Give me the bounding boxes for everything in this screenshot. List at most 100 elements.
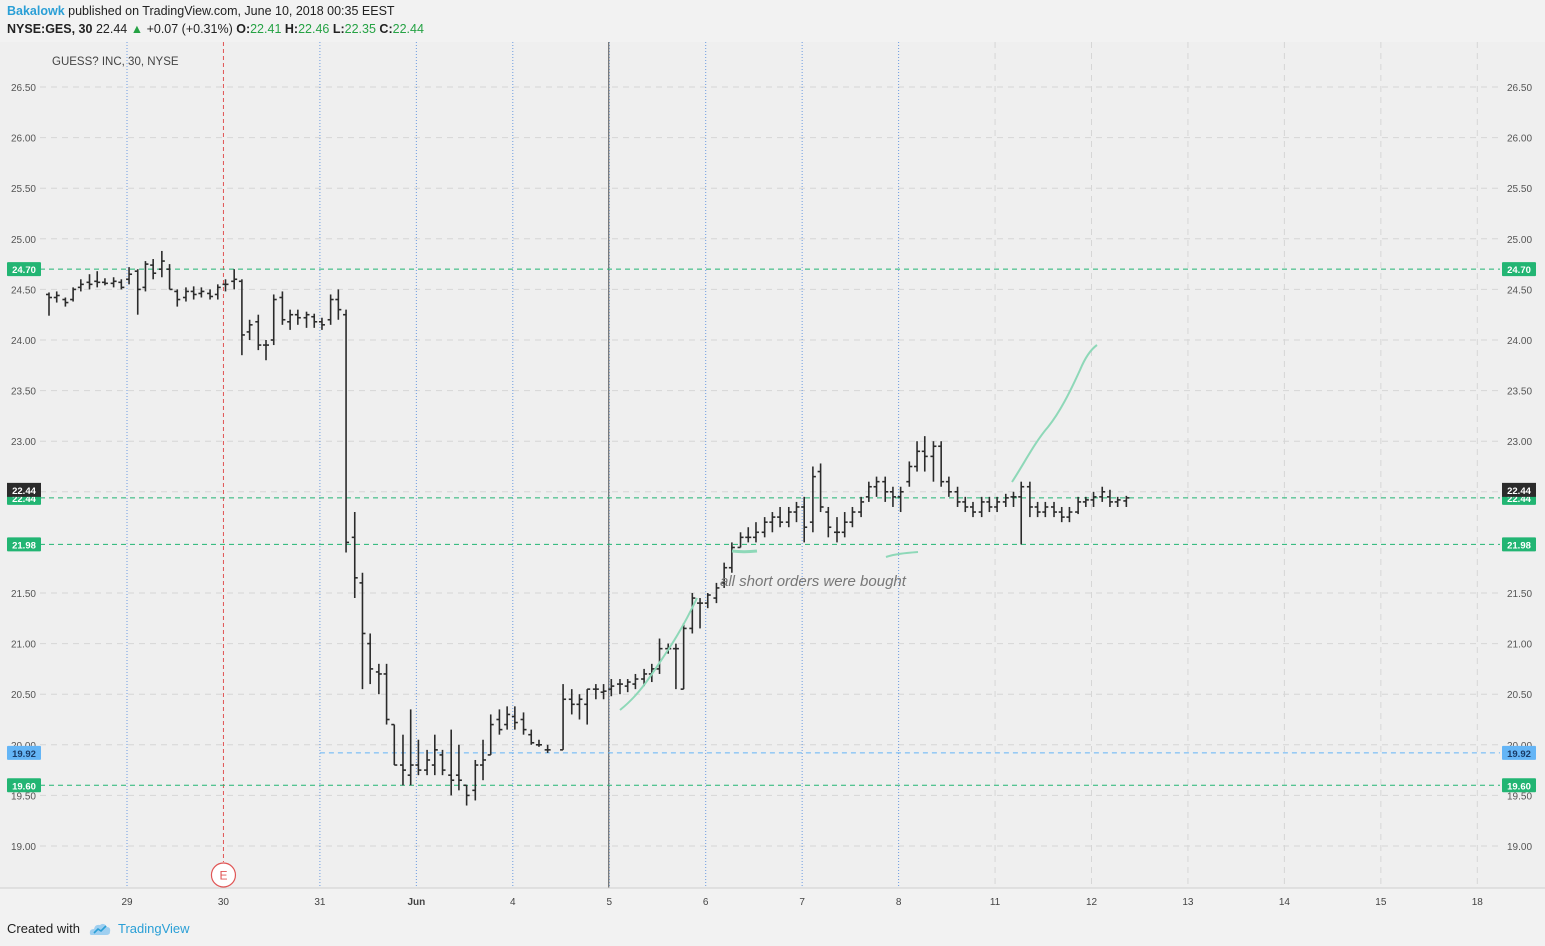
ohlc-bar: [1034, 501, 1041, 518]
ohlc-bar: [624, 679, 631, 693]
ohlc-bar: [704, 593, 711, 609]
ohlc-bar: [415, 739, 422, 776]
last-price-badge-left: [7, 482, 41, 497]
ohlc-bar: [954, 486, 961, 507]
last-price-badge-text: 22.44: [12, 486, 36, 497]
ohlc-bar: [600, 684, 607, 700]
ohlc-bar: [914, 441, 921, 472]
ohlc-bar: [222, 279, 229, 292]
ohlc-bar: [568, 689, 575, 715]
price-badge-text: 24.70: [1507, 265, 1531, 276]
x-tick-label: 15: [1375, 897, 1387, 908]
ohlc-bar: [713, 582, 720, 604]
x-tick-label: 12: [1086, 897, 1098, 908]
ohlc-bar: [641, 668, 648, 687]
ohlc-bar: [1002, 493, 1009, 507]
y-tick-label-right: 25.50: [1507, 184, 1532, 195]
ohlc-bar: [825, 506, 832, 538]
x-axis: 29 30 31 Jun 4 5 6 7 8 11 12 13 14 15 18: [121, 897, 1483, 908]
ohlc-bar: [969, 501, 976, 518]
x-tick-label: 31: [314, 897, 326, 908]
ohlc-bars: [46, 250, 1130, 806]
close-value: 22.44: [392, 22, 424, 36]
y-tick-label-right: 20.50: [1507, 690, 1532, 701]
ohlc-bar: [1051, 501, 1058, 518]
close-label: C:: [379, 22, 393, 36]
ohlc-bar: [858, 496, 865, 518]
x-tick-label: 14: [1279, 897, 1291, 908]
ohlc-bar: [608, 679, 615, 697]
ohlc-bar: [889, 486, 896, 507]
y-axis-right: 19.0019.5020.0020.5021.0021.5022.5023.00…: [1507, 83, 1532, 853]
up-triangle-icon: ▲: [130, 22, 144, 36]
grid: [40, 86, 1500, 847]
drawn-uptrend-1[interactable]: [619, 597, 698, 711]
price-badge-right: [1502, 537, 1536, 552]
ohlc-bar: [1075, 496, 1082, 515]
author-link[interactable]: Bakalowk: [7, 4, 65, 18]
ohlc-bar: [906, 461, 913, 487]
ohlc-bar: [174, 289, 181, 307]
ohlc-bar: [1099, 486, 1106, 502]
ohlc-bar: [367, 633, 374, 685]
x-tick-label: 18: [1472, 897, 1484, 908]
ohlc-bar: [383, 663, 390, 725]
last-price: 22.44: [95, 22, 128, 36]
ohlc-bar: [166, 264, 173, 291]
drawn-uptrend-2[interactable]: [1011, 344, 1098, 483]
price-badge-left: [7, 778, 41, 793]
y-tick-label-left: 26.50: [11, 83, 36, 94]
y-tick-label-right: 26.00: [1507, 134, 1532, 145]
y-tick-label-right: 23.50: [1507, 387, 1532, 398]
drawn-support-mark-1: [731, 549, 758, 554]
x-tick-label: 29: [121, 897, 133, 908]
created-with-text: Created with: [7, 921, 80, 936]
ohlc-bar: [745, 527, 752, 543]
last-price-badge-right: [1502, 482, 1536, 497]
ohlc-bar: [873, 476, 880, 497]
earnings-marker[interactable]: E: [210, 862, 237, 888]
x-tick-label: Jun: [407, 897, 425, 908]
earnings-marker-circle[interactable]: [210, 862, 237, 888]
high-label: H:: [284, 22, 299, 36]
ohlc-bar: [761, 517, 768, 538]
chart-title: GUESS? INC, 30, NYSE: [52, 56, 179, 68]
ohlc-bar: [841, 512, 848, 538]
ohlc-bar: [1123, 495, 1130, 507]
x-tick-label: 30: [218, 897, 230, 908]
ohlc-bar: [728, 542, 735, 573]
ohlc-bar: [70, 287, 77, 302]
y-tick-label-left: 23.00: [11, 437, 36, 448]
price-chart[interactable]: all short orders were bought GUESS? INC,…: [0, 42, 1545, 910]
y-tick-label-left: 24.00: [11, 336, 36, 347]
ohlc-bar: [150, 259, 157, 280]
y-tick-label-right: 21.00: [1507, 640, 1532, 651]
ohlc-bar: [126, 267, 133, 285]
ohlc-bar: [407, 709, 414, 786]
y-tick-label-right: 19.50: [1507, 791, 1532, 802]
y-tick-label-right: 19.00: [1507, 842, 1532, 853]
ohlc-bar: [231, 269, 238, 290]
ohlc-bar: [270, 294, 277, 346]
ohlc-bar: [752, 522, 759, 543]
ohlc-bar: [1042, 501, 1049, 518]
ohlc-bar: [978, 496, 985, 518]
ohlc-bar: [994, 496, 1001, 513]
ohlc-bar: [318, 317, 325, 330]
ohlc-bar: [46, 292, 52, 316]
ohlc-bar: [680, 623, 687, 690]
ohlc-bar: [496, 709, 503, 735]
tradingview-brand-link[interactable]: TradingView: [118, 921, 190, 936]
ohlc-bar: [1082, 496, 1089, 507]
ohlc-bar: [777, 506, 784, 528]
ohlc-bar: [584, 688, 591, 725]
price-badge-text: 19.60: [1507, 781, 1531, 792]
ohlc-bar: [592, 684, 599, 700]
ohlc-bar: [198, 287, 205, 298]
ohlc-bar: [77, 279, 84, 292]
ohlc-bar: [1066, 506, 1073, 523]
ohlc-bar: [53, 291, 60, 303]
ohlc-bar: [986, 496, 993, 513]
price-badge-text: 21.98: [12, 540, 36, 551]
